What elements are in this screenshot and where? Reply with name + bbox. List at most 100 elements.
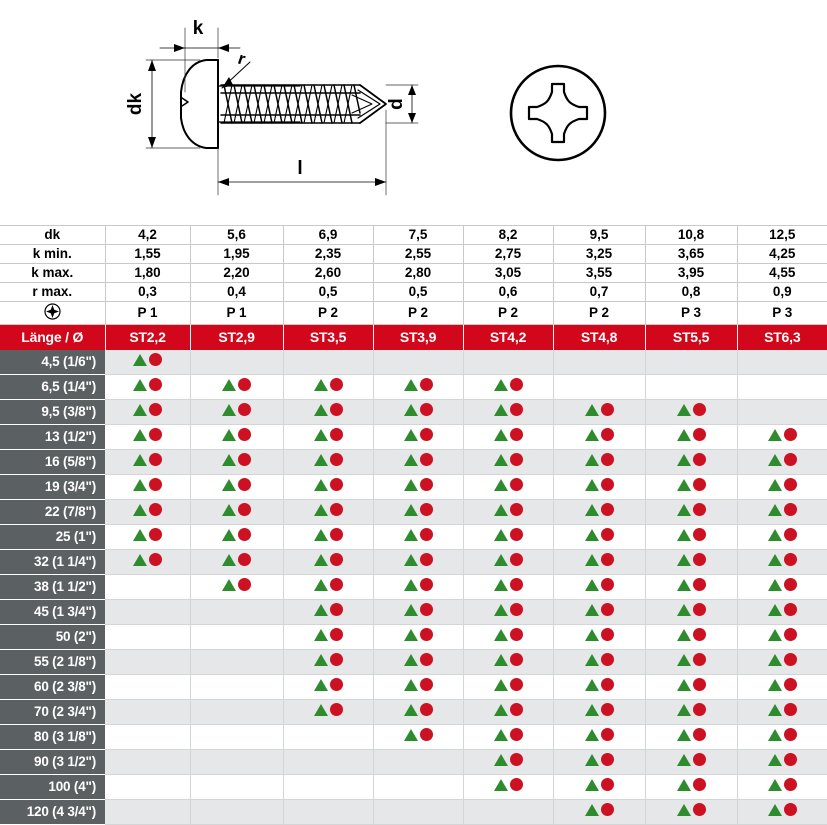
availability-cell[interactable] [190,649,284,675]
availability-cell[interactable] [463,349,554,375]
availability-cell[interactable] [737,774,827,800]
availability-cell[interactable] [737,674,827,700]
availability-cell[interactable] [283,449,374,475]
availability-cell[interactable] [373,624,464,650]
availability-cell[interactable] [373,699,464,725]
availability-cell[interactable] [553,449,646,475]
availability-cell[interactable] [190,399,284,425]
availability-cell[interactable] [373,374,464,400]
matrix-row-label[interactable]: 25 (1") [0,524,105,550]
availability-cell[interactable] [645,599,738,625]
availability-cell[interactable] [283,649,374,675]
availability-cell[interactable] [190,749,284,775]
availability-cell[interactable] [645,574,738,600]
availability-cell[interactable] [645,724,738,750]
matrix-row-label[interactable]: 70 (2 3/4") [0,699,105,725]
availability-cell[interactable] [190,624,284,650]
availability-cell[interactable] [553,674,646,700]
availability-cell[interactable] [190,599,284,625]
availability-cell[interactable] [283,574,374,600]
availability-cell[interactable] [553,599,646,625]
availability-cell[interactable] [105,524,191,550]
availability-cell[interactable] [283,374,374,400]
availability-cell[interactable] [190,674,284,700]
availability-cell[interactable] [553,699,646,725]
availability-cell[interactable] [190,349,284,375]
availability-cell[interactable] [105,424,191,450]
availability-cell[interactable] [283,549,374,575]
availability-cell[interactable] [737,549,827,575]
availability-cell[interactable] [645,549,738,575]
availability-cell[interactable] [283,524,374,550]
availability-cell[interactable] [553,749,646,775]
availability-cell[interactable] [105,599,191,625]
availability-cell[interactable] [737,474,827,500]
availability-cell[interactable] [737,624,827,650]
availability-cell[interactable] [105,724,191,750]
availability-cell[interactable] [553,649,646,675]
availability-cell[interactable] [190,524,284,550]
availability-cell[interactable] [553,799,646,825]
availability-cell[interactable] [373,599,464,625]
matrix-row-label[interactable]: 22 (7/8") [0,499,105,525]
matrix-row-label[interactable]: 55 (2 1/8") [0,649,105,675]
availability-cell[interactable] [283,674,374,700]
availability-cell[interactable] [190,799,284,825]
matrix-row-label[interactable]: 32 (1 1/4") [0,549,105,575]
matrix-column-header-st55[interactable]: ST5,5 [644,324,738,350]
matrix-column-header-st42[interactable]: ST4,2 [462,324,554,350]
availability-cell[interactable] [553,574,646,600]
availability-cell[interactable] [283,599,374,625]
matrix-row-label[interactable]: 9,5 (3/8") [0,399,105,425]
availability-cell[interactable] [190,474,284,500]
availability-cell[interactable] [645,424,738,450]
availability-cell[interactable] [463,799,554,825]
matrix-row-label[interactable]: 100 (4") [0,774,105,800]
matrix-row-label[interactable]: 90 (3 1/2") [0,749,105,775]
matrix-row-label[interactable]: 60 (2 3/8") [0,674,105,700]
matrix-row-label[interactable]: 19 (3/4") [0,474,105,500]
availability-cell[interactable] [190,699,284,725]
availability-cell[interactable] [645,499,738,525]
availability-cell[interactable] [190,374,284,400]
matrix-column-header-st63[interactable]: ST6,3 [736,324,827,350]
availability-cell[interactable] [105,774,191,800]
availability-cell[interactable] [737,649,827,675]
availability-cell[interactable] [645,349,738,375]
availability-cell[interactable] [553,624,646,650]
availability-cell[interactable] [553,549,646,575]
availability-cell[interactable] [105,374,191,400]
availability-cell[interactable] [105,499,191,525]
availability-cell[interactable] [737,374,827,400]
availability-cell[interactable] [373,524,464,550]
availability-cell[interactable] [283,749,374,775]
availability-cell[interactable] [737,699,827,725]
availability-cell[interactable] [553,524,646,550]
matrix-row-label[interactable]: 45 (1 3/4") [0,599,105,625]
availability-cell[interactable] [645,649,738,675]
availability-cell[interactable] [373,574,464,600]
availability-cell[interactable] [463,449,554,475]
availability-cell[interactable] [190,574,284,600]
availability-cell[interactable] [190,724,284,750]
availability-cell[interactable] [645,774,738,800]
matrix-column-header-st48[interactable]: ST4,8 [552,324,646,350]
availability-cell[interactable] [190,774,284,800]
availability-cell[interactable] [373,774,464,800]
availability-cell[interactable] [283,424,374,450]
availability-cell[interactable] [373,449,464,475]
matrix-row-label[interactable]: 6,5 (1/4") [0,374,105,400]
availability-cell[interactable] [645,624,738,650]
availability-cell[interactable] [283,624,374,650]
availability-cell[interactable] [283,399,374,425]
availability-cell[interactable] [553,774,646,800]
availability-cell[interactable] [463,624,554,650]
availability-cell[interactable] [463,724,554,750]
availability-cell[interactable] [283,699,374,725]
availability-cell[interactable] [553,724,646,750]
availability-cell[interactable] [463,699,554,725]
availability-cell[interactable] [737,599,827,625]
matrix-row-label[interactable]: 38 (1 1/2") [0,574,105,600]
availability-cell[interactable] [463,424,554,450]
availability-cell[interactable] [190,549,284,575]
